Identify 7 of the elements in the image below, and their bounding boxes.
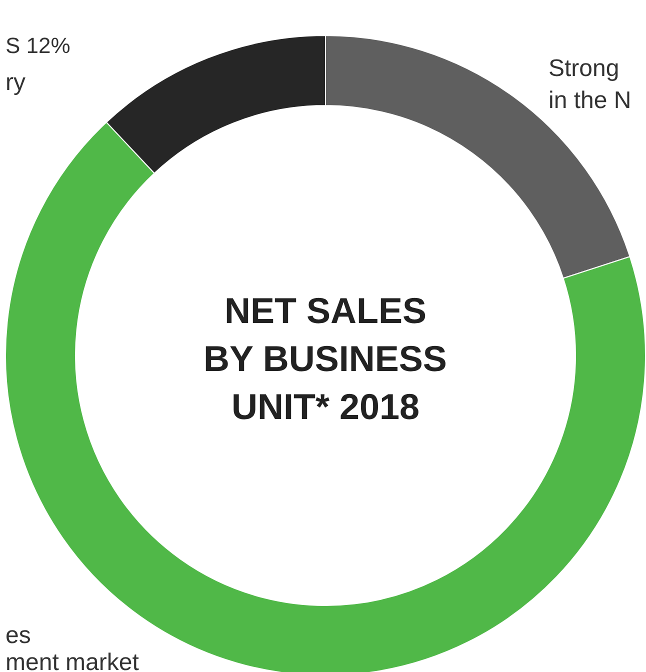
text: ment market <box>6 649 140 672</box>
slice-label: S 12% <box>6 33 70 58</box>
text: in the N <box>548 87 632 114</box>
text: NET SALES BY BUSINESS UNIT* 2018 <box>203 290 447 427</box>
text: es <box>6 622 31 649</box>
text: ry <box>6 69 26 96</box>
text: Strong <box>548 55 620 82</box>
